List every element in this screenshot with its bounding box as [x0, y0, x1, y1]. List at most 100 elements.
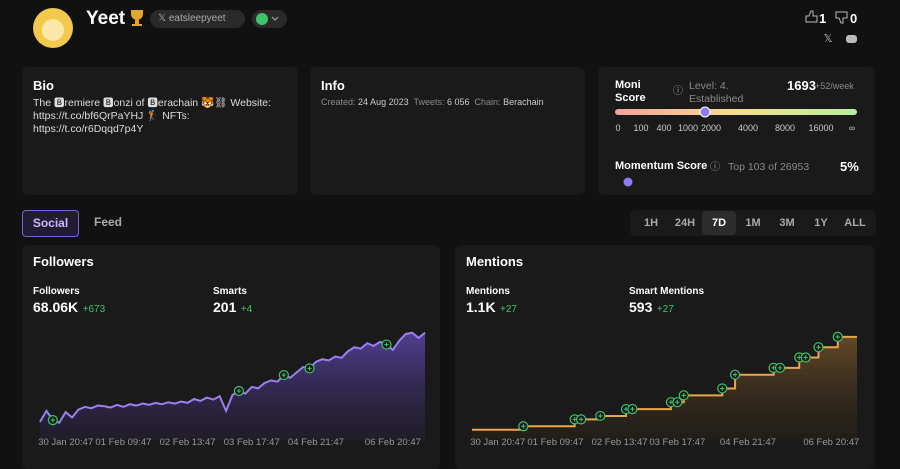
info-value: Berachain [503, 97, 544, 107]
smart-event-plus [384, 342, 389, 347]
profile-name: Yeet [86, 8, 126, 29]
range[interactable]: 1Y [814, 217, 828, 229]
moni-label: Moni Score [615, 79, 646, 104]
smart-event-plus [630, 406, 635, 412]
trophy [131, 10, 143, 26]
momentum-value: 5% [840, 159, 859, 174]
moni-scale-label: 16000 [808, 123, 833, 133]
chain-icon [256, 13, 268, 25]
handle[interactable]: 𝕏 eatsleepyeet [158, 13, 226, 24]
range[interactable]: 3M [779, 217, 795, 229]
moni-scale-label: ∞ [849, 123, 855, 133]
x-tick-label: 03 Feb 17:47 [224, 437, 280, 448]
smart-event-plus [675, 399, 680, 405]
thumb-up[interactable] [805, 10, 818, 23]
chevron [271, 16, 279, 21]
moni-scale-label: 8000 [775, 123, 795, 133]
info-card: Info Created: 24 Aug 2023 Tweets: 6 056 … [310, 67, 585, 195]
smart-event-plus [816, 344, 821, 350]
bio-text: The 🅱remiere 🅱onzi of 🅱erachain 🐯⛓ Websi… [33, 97, 272, 135]
area-fill [472, 336, 857, 440]
info-value: 6 056 [446, 97, 470, 107]
info-title: Info [321, 78, 345, 93]
moni-scale-label: 400 [656, 123, 671, 133]
moni-scale-label: 4000 [738, 123, 758, 133]
range[interactable]: 24H [674, 217, 696, 229]
info-key: Chain: [474, 97, 501, 107]
smart-event-plus [578, 417, 584, 422]
tab[interactable]: Feed [93, 215, 122, 229]
smart-event-plus [521, 424, 526, 429]
handle-pill[interactable] [150, 10, 245, 28]
moni-rate: +52/week [815, 81, 854, 91]
header-icons: 𝕏 [33, 8, 857, 48]
info-value: 24 Aug 2023 [358, 97, 409, 107]
moni-scale-label: 100 [633, 123, 648, 133]
avatar-face [42, 19, 64, 41]
x-tick-label: 30 Jan 20:47 [470, 437, 525, 448]
smart-event-plus [720, 386, 725, 391]
stat: 593 +27 [629, 299, 674, 317]
smart-event-plus [803, 355, 808, 360]
dislikes: 0 [850, 11, 858, 26]
moni-scale-label: 0 [615, 123, 620, 133]
area-fill [40, 332, 425, 440]
moni-scale-label: 1000 [678, 123, 698, 133]
smart-event-plus [777, 365, 783, 371]
x-tick-label: 02 Feb 13:47 [592, 437, 648, 448]
stat-label: Mentions [466, 286, 510, 297]
moni-card [598, 67, 875, 195]
x-icon[interactable]: 𝕏 [824, 33, 833, 45]
x-tick-label: 01 Feb 09:47 [95, 437, 151, 448]
discord-icon[interactable] [846, 35, 857, 43]
help-icon[interactable]: ⓘ [673, 85, 683, 97]
range[interactable]: 7D [702, 211, 736, 235]
stat-value: 68.06K [33, 299, 79, 315]
momentum-rank: Top 103 of 26953 [728, 161, 810, 173]
smart-event-plus [50, 417, 56, 423]
info-key: Tweets: [413, 97, 445, 107]
x-tick-label: 02 Feb 13:47 [160, 437, 216, 448]
bio-card: Bio The 🅱remiere 🅱onzi of 🅱erachain 🐯⛓ W… [22, 67, 298, 195]
help-icon[interactable]: ⓘ [710, 161, 720, 173]
stat: 201 +4 [213, 299, 252, 317]
range-selector: 1H 24H 7D 1M 3M 1Y ALL [630, 210, 876, 236]
range[interactable]: ALL [844, 217, 866, 229]
x-tick-label: 06 Feb 20:47 [365, 437, 421, 448]
moni-score: 1693 [787, 78, 816, 93]
moni-scale-label: 2000 [701, 123, 721, 133]
stat-change: +27 [500, 304, 517, 315]
moni-marker [699, 106, 711, 118]
moni-level: Level: 4. Established [689, 80, 744, 105]
x-tick-label: 04 Feb 21:47 [720, 437, 776, 448]
smart-event-plus [835, 334, 840, 340]
likes: 1 [819, 11, 827, 26]
range[interactable]: 1H [643, 217, 659, 229]
thumb-down[interactable] [835, 11, 848, 24]
moni-bar [615, 109, 857, 115]
chart-title: Mentions [466, 254, 524, 269]
info-items: Created: 24 Aug 2023 Tweets: 6 056 Chain… [321, 97, 544, 107]
x-tick-label: 06 Feb 20:47 [803, 437, 859, 448]
smart-event-plus [681, 393, 686, 398]
line [39, 331, 426, 425]
smart-event-plus [732, 372, 738, 377]
tab[interactable]: Social [22, 210, 79, 237]
stat-change: +673 [82, 304, 106, 315]
stat-change: +4 [240, 304, 253, 315]
range[interactable]: 1M [745, 217, 761, 229]
stat-value: 1.1K [466, 299, 496, 315]
stat: 1.1K +27 [466, 299, 517, 317]
x-tick-label: 30 Jan 20:47 [38, 437, 93, 448]
stat-value: 593 [629, 299, 653, 315]
smart-event-plus [236, 388, 242, 394]
smart-event-plus [281, 372, 287, 378]
smart-event-plus [307, 366, 312, 371]
x-tick-label: 01 Feb 09:47 [527, 437, 583, 448]
stat-label: Followers [33, 286, 80, 297]
stat-label: Smart Mentions [629, 286, 705, 297]
chart-title: Followers [33, 254, 94, 269]
stat-label: Smarts [213, 286, 247, 297]
x-tick-label: 04 Feb 21:47 [288, 437, 344, 448]
